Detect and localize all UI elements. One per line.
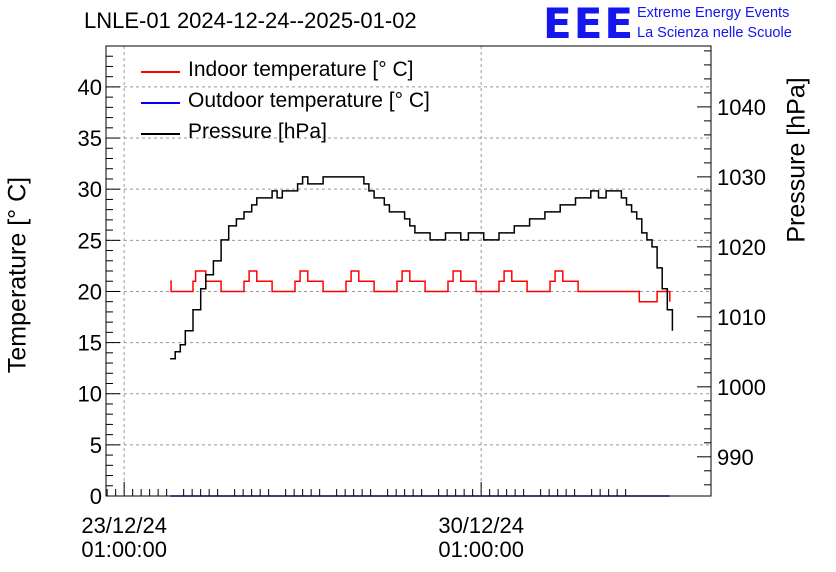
y2-tick-label-1020: 1020 — [717, 235, 766, 260]
indoor-temperature-line — [170, 270, 671, 303]
y-tick-label-30: 30 — [78, 177, 102, 202]
y2-tick-label-1030: 1030 — [717, 165, 766, 190]
eee-logo: EEE — [543, 0, 636, 48]
axis-ticks: 0 5 10 15 20 25 30 35 40 990 1000 1010 1020 1030 1040 2… — [78, 50, 766, 562]
legend — [141, 71, 180, 135]
y-tick-label-35: 35 — [78, 126, 102, 151]
y-tick-label-0: 0 — [90, 484, 102, 509]
y2-tick-label-990: 990 — [717, 445, 754, 470]
x-tick-date-0: 23/12/24 — [81, 513, 167, 538]
legend-label-pressure: Pressure [hPa] — [188, 120, 327, 143]
right-axis-title: Pressure [hPa] — [782, 77, 811, 243]
logo-subtitle-1: Extreme Energy Events — [637, 5, 790, 21]
y2-tick-label-1000: 1000 — [717, 375, 766, 400]
y-tick-label-10: 10 — [78, 382, 102, 407]
y-tick-label-40: 40 — [78, 75, 102, 100]
y-tick-label-5: 5 — [90, 433, 102, 458]
y2-tick-label-1010: 1010 — [717, 305, 766, 330]
y2-tick-label-1040: 1040 — [717, 95, 766, 120]
chart-title: LNLE-01 2024-12-24--2025-01-02 — [84, 8, 417, 33]
legend-label-outdoor: Outdoor temperature [° C] — [188, 89, 430, 112]
y-tick-label-20: 20 — [78, 279, 102, 304]
y-tick-label-15: 15 — [78, 331, 102, 356]
pressure-line — [170, 176, 674, 360]
y-tick-label-25: 25 — [78, 228, 102, 253]
x-tick-date-1: 30/12/24 — [438, 513, 524, 538]
x-tick-time-0: 01:00:00 — [81, 537, 167, 562]
logo-subtitle-2: La Scienza nelle Scuole — [637, 25, 792, 41]
x-tick-time-1: 01:00:00 — [438, 537, 524, 562]
legend-label-indoor: Indoor temperature [° C] — [188, 58, 414, 81]
series-lines — [170, 176, 674, 497]
left-axis-title: Temperature [° C] — [3, 176, 32, 374]
